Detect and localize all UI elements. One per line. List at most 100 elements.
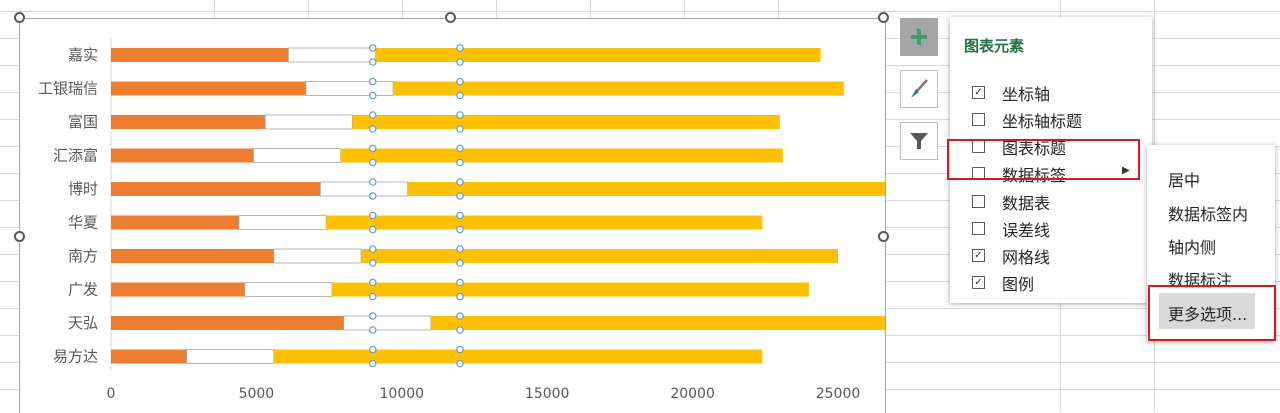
value-tick-label: 15000 xyxy=(525,386,570,402)
bar-series-2 xyxy=(319,181,409,197)
chart-element-label: 数据表 xyxy=(1002,194,1051,213)
chart-element-item[interactable]: 图表标题 xyxy=(950,132,1152,160)
checkbox[interactable]: ✓ xyxy=(972,86,985,99)
bar-series-2 xyxy=(253,148,342,163)
bar-series-1 xyxy=(111,249,274,263)
category-tick-label: 富国 xyxy=(68,113,98,131)
bar-series-1 xyxy=(111,115,266,129)
selection-handle xyxy=(456,91,464,100)
submenu-item-inside-base[interactable]: 轴内侧 xyxy=(1168,238,1217,257)
selection-handle xyxy=(368,245,377,253)
highlight-box-data-labels xyxy=(947,139,1140,180)
data-labels-submenu: 居中 数据标签内 轴内侧 数据标注 更多选项... xyxy=(1147,145,1275,341)
value-tick-label: 25000 xyxy=(816,386,861,402)
selection-handle xyxy=(368,326,377,334)
selection-handle xyxy=(368,292,377,301)
category-tick-label: 嘉实 xyxy=(68,46,98,64)
category-tick-label: 工银瑞信 xyxy=(38,80,98,98)
bar-series-3 xyxy=(430,316,885,330)
selection-handle xyxy=(368,278,377,287)
chart-styles-button[interactable] xyxy=(900,70,938,108)
resize-handle-top-left[interactable] xyxy=(14,12,25,23)
bar-series-1 xyxy=(111,48,289,62)
chart-element-item[interactable]: ✓ 图例 xyxy=(950,268,1152,296)
selection-handle xyxy=(368,345,377,354)
more-options-hover xyxy=(1159,293,1255,329)
chart-element-item[interactable]: 数据表 xyxy=(950,187,1152,215)
selection-handle xyxy=(456,158,464,167)
value-tick-label: 20000 xyxy=(670,386,715,402)
chart-filters-button[interactable] xyxy=(900,122,938,160)
selection-handle xyxy=(456,259,464,267)
selection-handle xyxy=(456,111,464,119)
selection-handle xyxy=(368,312,377,320)
selection-handle xyxy=(368,44,377,52)
selection-handle xyxy=(368,111,377,119)
bar-series-3 xyxy=(340,148,783,163)
selection-handle xyxy=(368,58,377,66)
category-tick-label: 汇添富 xyxy=(53,147,98,165)
chart-element-label: 坐标轴标题 xyxy=(1002,112,1083,131)
bar-series-2 xyxy=(238,215,327,230)
chart-element-label: 图表标题 xyxy=(1002,139,1067,158)
bar-series-2 xyxy=(305,81,394,96)
bar-series-1 xyxy=(111,282,245,297)
bar-series-3 xyxy=(393,81,844,96)
bar-series-2 xyxy=(244,282,333,297)
selection-handle xyxy=(456,312,464,320)
selection-handle xyxy=(456,77,464,86)
selection-handle xyxy=(456,278,464,287)
bar-series-2 xyxy=(264,114,353,130)
chart-element-label: 坐标轴 xyxy=(1002,85,1051,104)
chart-element-item[interactable]: 误差线 xyxy=(950,214,1152,242)
selection-handle xyxy=(368,211,377,220)
category-tick-label: 易方达 xyxy=(53,348,98,366)
checkbox[interactable] xyxy=(972,195,985,208)
value-tick-label: 0 xyxy=(107,386,116,402)
selection-handle xyxy=(456,125,464,133)
selection-handle xyxy=(456,359,464,368)
category-tick-label: 华夏 xyxy=(68,214,98,232)
resize-handle-middle-right[interactable] xyxy=(878,231,889,242)
category-tick-label: 天弘 xyxy=(68,314,98,332)
chart-elements-button[interactable] xyxy=(900,18,938,56)
checkbox[interactable] xyxy=(972,113,985,126)
bar-series-3 xyxy=(407,182,885,196)
selection-handle xyxy=(368,178,377,186)
selection-handle xyxy=(456,345,464,354)
bar-series-1 xyxy=(111,215,239,230)
chart-element-label: 图例 xyxy=(1002,275,1035,294)
checkbox[interactable]: ✓ xyxy=(972,249,985,262)
category-tick-label: 博时 xyxy=(68,180,98,198)
bar-series-2 xyxy=(273,248,362,264)
more-options-button[interactable]: 更多选项... xyxy=(1168,305,1248,324)
chart-element-label: 数据标签 xyxy=(1002,166,1067,185)
chart-element-item[interactable]: 坐标轴标题 xyxy=(950,105,1152,133)
bar-series-1 xyxy=(111,182,321,196)
resize-handle-top-right[interactable] xyxy=(878,12,889,23)
category-tick-label: 南方 xyxy=(68,247,98,265)
bar-series-3 xyxy=(332,282,809,297)
selection-handle xyxy=(368,225,377,234)
selection-handle xyxy=(456,326,464,334)
chevron-right-icon: ▶ xyxy=(1122,165,1130,176)
chart-area[interactable]: 嘉实 工银瑞信 富国 汇添富 博时 华夏 南方 广发 天弘 易方达 0 5000 10000 15000 2… xyxy=(19,18,886,413)
chart-element-item[interactable]: ✓ 网格线 xyxy=(950,241,1152,269)
bar-series-3 xyxy=(352,115,780,129)
submenu-item-inside-end[interactable]: 数据标签内 xyxy=(1168,205,1249,224)
bar-series-3 xyxy=(326,215,763,230)
resize-handle-top-center[interactable] xyxy=(445,12,456,23)
submenu-item-center[interactable]: 居中 xyxy=(1168,171,1201,190)
chart-elements-panel: 图表元素 ✓ 坐标轴坐标轴标题图表标题数据标签 ▶ 数据表 误差线 ✓ 网格线 ✓ 图例 xyxy=(950,17,1152,303)
resize-handle-middle-left[interactable] xyxy=(14,231,25,242)
checkbox[interactable] xyxy=(972,222,985,235)
checkbox[interactable]: ✓ xyxy=(972,276,985,289)
chart-element-item[interactable]: ✓ 坐标轴 xyxy=(950,78,1152,106)
chart-element-label: 网格线 xyxy=(1002,248,1051,267)
bar-series-1 xyxy=(111,148,254,163)
panel-title: 图表元素 xyxy=(964,37,1025,55)
selection-handle xyxy=(368,91,377,100)
selection-handle xyxy=(456,58,464,66)
bar-series-1 xyxy=(111,81,306,96)
